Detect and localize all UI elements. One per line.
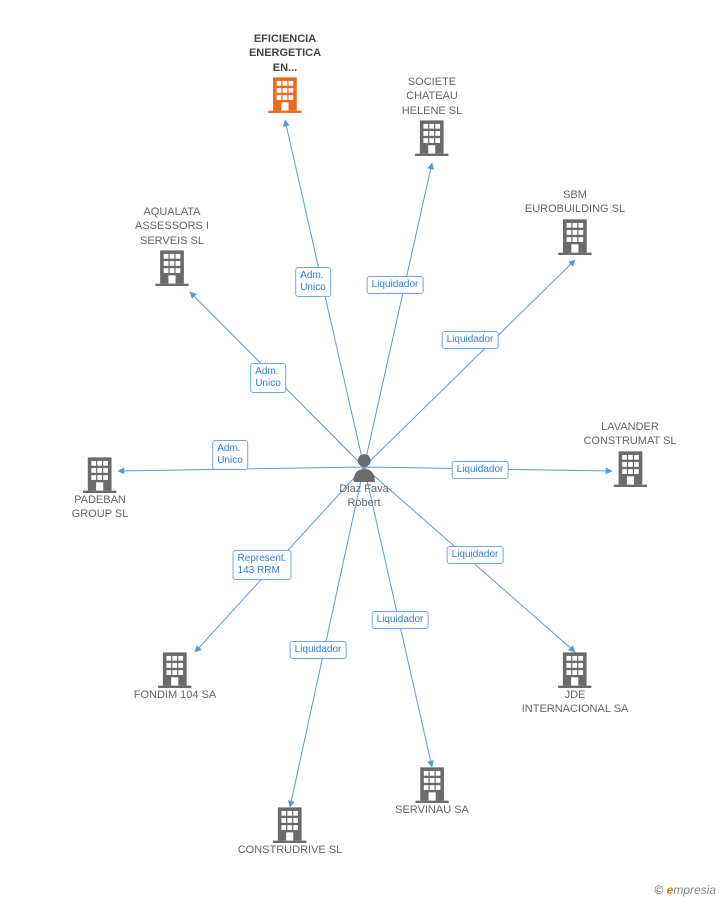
edge-label: Liquidador bbox=[290, 641, 347, 659]
edge-label: Adm. Unico bbox=[295, 267, 331, 297]
company-label: CONSTRUDRIVE SL bbox=[238, 843, 343, 857]
company-node[interactable]: AQUALATA ASSESSORS I SERVEIS SL bbox=[135, 205, 209, 286]
building-icon bbox=[238, 805, 343, 843]
company-label: SERVINAU SA bbox=[395, 803, 469, 817]
company-node[interactable]: LAVANDER CONSTRUMAT SL bbox=[583, 420, 676, 487]
edge-label: Liquidador bbox=[447, 546, 504, 564]
building-icon bbox=[525, 217, 625, 255]
company-label: PADEBAN GROUP SL bbox=[72, 493, 129, 522]
company-label: SBM EUROBUILDING SL bbox=[525, 188, 625, 217]
building-icon bbox=[135, 248, 209, 286]
company-node[interactable]: SOCIETE CHATEAU HELENE SL bbox=[402, 75, 463, 156]
company-node[interactable]: CONSTRUDRIVE SL bbox=[238, 805, 343, 857]
brand-rest: mpresia bbox=[673, 883, 716, 897]
building-icon bbox=[134, 650, 217, 688]
company-node[interactable]: PADEBAN GROUP SL bbox=[72, 455, 129, 522]
edge-label: Adm. Unico bbox=[250, 363, 286, 393]
building-icon bbox=[72, 455, 129, 493]
building-icon bbox=[522, 650, 629, 688]
building-icon bbox=[402, 118, 463, 156]
company-node[interactable]: SERVINAU SA bbox=[395, 765, 469, 817]
person-node[interactable]: Diaz Fava Robert bbox=[339, 452, 389, 511]
company-label: FONDIM 104 SA bbox=[134, 688, 217, 702]
edge-label: Liquidador bbox=[442, 331, 499, 349]
company-label: EFICIENCIA ENERGETICA EN... bbox=[249, 32, 321, 75]
edge-label: Adm. Unico bbox=[212, 440, 248, 470]
edge-label: Liquidador bbox=[367, 276, 424, 294]
copyright-symbol: © bbox=[654, 883, 663, 897]
building-icon bbox=[249, 75, 321, 113]
company-label: AQUALATA ASSESSORS I SERVEIS SL bbox=[135, 205, 209, 248]
person-icon bbox=[339, 452, 389, 482]
building-icon bbox=[395, 765, 469, 803]
company-node[interactable]: SBM EUROBUILDING SL bbox=[525, 188, 625, 255]
edge-label: Liquidador bbox=[452, 461, 509, 479]
edge-label: Represent. 143 RRM bbox=[233, 550, 292, 580]
company-label: SOCIETE CHATEAU HELENE SL bbox=[402, 75, 463, 118]
company-label: LAVANDER CONSTRUMAT SL bbox=[583, 420, 676, 449]
edge-label: Liquidador bbox=[372, 611, 429, 629]
edge-line bbox=[290, 467, 364, 807]
company-node[interactable]: JDE INTERNACIONAL SA bbox=[522, 650, 629, 717]
edge-line bbox=[364, 163, 432, 467]
company-label: JDE INTERNACIONAL SA bbox=[522, 688, 629, 717]
company-node[interactable]: FONDIM 104 SA bbox=[134, 650, 217, 702]
building-icon bbox=[583, 449, 676, 487]
person-label: Diaz Fava Robert bbox=[339, 482, 389, 511]
watermark: © empresia bbox=[654, 883, 716, 897]
company-node[interactable]: EFICIENCIA ENERGETICA EN... bbox=[249, 32, 321, 113]
